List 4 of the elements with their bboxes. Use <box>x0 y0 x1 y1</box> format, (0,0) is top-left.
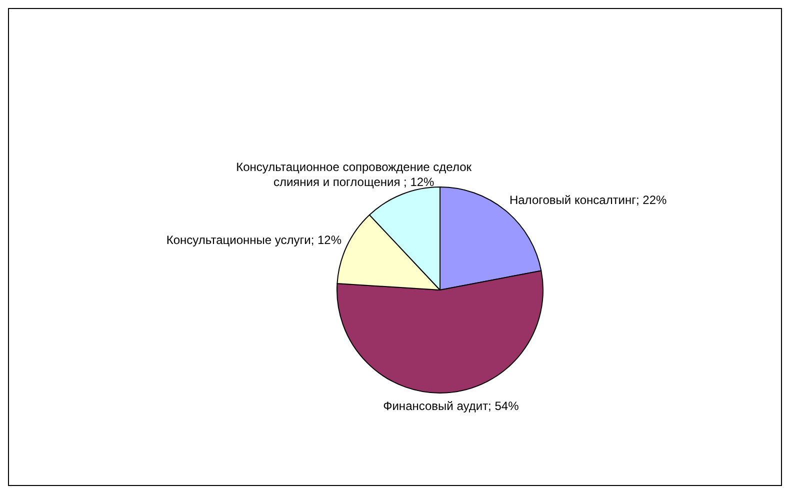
slice-label: Консультационное сопровождение сделок слияния и поглощения ; 12% <box>236 160 472 189</box>
slice-label: Консультационные услуги; 12% <box>166 232 342 247</box>
slice-label: Финансовый аудит; 54% <box>383 398 519 413</box>
slice-label: Налоговый консалтинг; 22% <box>509 192 667 207</box>
